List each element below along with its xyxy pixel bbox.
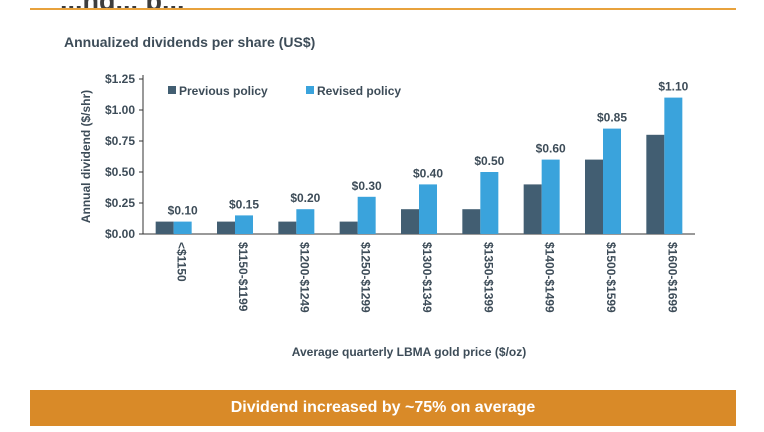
bar-data-label: $1.10 — [658, 80, 688, 94]
bar-previous-policy — [401, 209, 419, 234]
y-tick-label: $0.00 — [105, 227, 135, 241]
bar-previous-policy — [523, 184, 542, 234]
bar-data-label: $0.20 — [290, 191, 320, 205]
bar-revised-policy — [357, 196, 376, 234]
bar-data-label: $0.15 — [229, 197, 259, 211]
legend-label-previous: Previous policy — [179, 84, 268, 98]
y-tick-label: $1.25 — [105, 72, 135, 86]
bar-revised-policy — [480, 172, 499, 234]
bar-data-label: $0.85 — [597, 111, 627, 125]
bar-previous-policy — [155, 221, 174, 234]
bar-data-label: $0.10 — [168, 204, 198, 218]
x-category-label: $1200-$1249 — [297, 242, 311, 313]
bar-revised-policy — [173, 221, 192, 234]
x-category-label: $1300-$1349 — [420, 242, 434, 313]
bar-revised-policy — [296, 209, 315, 234]
legend-swatch-revised — [306, 86, 314, 94]
x-category-label: $1500-$1599 — [604, 242, 618, 313]
legend-label-revised: Revised policy — [317, 84, 401, 98]
bar-previous-policy — [646, 134, 665, 234]
summary-banner: Dividend increased by ~75% on average — [30, 390, 736, 426]
bar-previous-policy — [339, 221, 358, 234]
y-tick-label: $0.50 — [105, 165, 135, 179]
bar-previous-policy — [217, 221, 235, 234]
x-category-label: <$1150 — [175, 242, 189, 282]
chart-subtitle: Annualized dividends per share (US$) — [64, 34, 316, 50]
legend-swatch-previous — [168, 86, 176, 94]
x-category-label: $1600-$1699 — [665, 242, 679, 313]
bar-data-label: $0.60 — [536, 142, 566, 156]
bar-data-label: $0.30 — [352, 179, 382, 193]
top-rule — [30, 8, 736, 10]
dividend-bar-chart: $0.00 $0.25 $0.50 $0.75 $1.00 $1.25 Annual div… — [79, 72, 695, 359]
x-axis-title: Average quarterly LBMA gold price ($/oz) — [292, 345, 527, 359]
bar-data-label: $0.40 — [413, 166, 443, 180]
y-tick-label: $1.00 — [105, 103, 135, 117]
x-category-label: $1350-$1399 — [481, 242, 495, 313]
y-axis-title: Annual dividend ($/shr) — [79, 90, 93, 223]
bar-revised-policy — [235, 215, 253, 234]
y-tick-label: $0.75 — [105, 134, 135, 148]
bar-revised-policy — [419, 184, 437, 234]
bar-previous-policy — [278, 221, 297, 234]
bar-previous-policy — [462, 209, 481, 234]
x-category-label: $1400-$1499 — [543, 242, 557, 313]
bar-revised-policy — [541, 159, 560, 234]
x-category-label: $1150-$1199 — [236, 242, 250, 312]
y-tick-label: $0.25 — [105, 196, 135, 210]
bar-revised-policy — [664, 97, 683, 234]
bar-previous-policy — [585, 159, 603, 234]
bar-data-label: $0.50 — [474, 154, 504, 168]
bar-revised-policy — [603, 128, 621, 234]
x-category-label: $1250-$1299 — [359, 242, 373, 313]
top-title-fragment: ...ng... p... — [60, 0, 480, 8]
